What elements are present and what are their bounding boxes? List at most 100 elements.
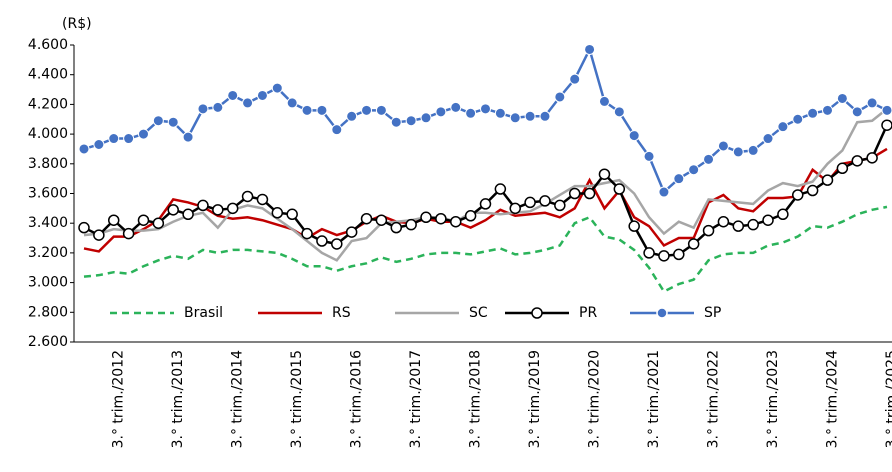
point <box>346 110 358 122</box>
point <box>598 168 611 180</box>
point <box>390 116 402 128</box>
point <box>569 73 581 85</box>
point <box>405 115 417 127</box>
point <box>242 97 254 109</box>
point <box>360 212 373 225</box>
point <box>851 155 863 167</box>
legend: Brasil RS SC PR SP <box>106 303 754 323</box>
x-tick-label: 3.° trim./2015 <box>289 350 305 448</box>
point <box>732 146 744 158</box>
point <box>182 131 194 143</box>
point <box>123 133 135 145</box>
x-tick-label: 3.° trim./2021 <box>646 350 662 448</box>
point <box>509 202 521 215</box>
point <box>687 238 700 250</box>
x-tick-label: 3.° trim./2012 <box>111 350 127 448</box>
point <box>122 227 135 240</box>
point <box>420 211 432 224</box>
point <box>747 144 759 156</box>
point <box>643 150 655 162</box>
point <box>806 184 819 197</box>
point <box>301 227 313 240</box>
point <box>554 91 566 103</box>
x-tick-label: 3.° trim./2016 <box>349 350 365 448</box>
series-line <box>83 46 888 195</box>
point <box>732 220 745 232</box>
point <box>658 186 670 198</box>
point <box>658 250 670 262</box>
point <box>197 199 209 212</box>
point <box>628 130 640 142</box>
y-tick-label: 4.600 <box>28 37 68 53</box>
point <box>405 218 417 231</box>
point <box>777 208 789 221</box>
point <box>93 138 105 150</box>
legend-label: SP <box>704 305 721 321</box>
series-line <box>83 205 888 294</box>
point <box>286 97 298 109</box>
point <box>390 221 403 234</box>
series <box>78 119 892 262</box>
y-tick-label: 4.200 <box>28 96 68 112</box>
point <box>152 115 164 127</box>
point <box>167 116 179 128</box>
point <box>331 124 343 136</box>
legend-label: Brasil <box>184 305 223 321</box>
point <box>152 217 165 229</box>
point <box>331 238 343 250</box>
y-tick-label: 3.200 <box>28 245 68 261</box>
point <box>301 104 313 116</box>
series-line <box>83 107 888 262</box>
point <box>226 202 239 215</box>
x-tick-label: 3.° trim./2019 <box>527 350 543 448</box>
point <box>464 210 477 222</box>
point <box>450 215 462 228</box>
point <box>286 208 298 221</box>
legend-label: PR <box>579 305 597 321</box>
point <box>717 215 730 228</box>
point <box>420 112 432 124</box>
point <box>821 174 834 186</box>
point <box>702 224 715 237</box>
legend-marker <box>656 307 668 319</box>
y-tick-label: 3.600 <box>28 186 68 202</box>
point <box>494 107 506 119</box>
y-tick-label: 2.800 <box>28 304 68 320</box>
point <box>807 107 819 119</box>
point <box>836 162 849 175</box>
point <box>271 82 283 94</box>
point <box>717 140 729 152</box>
point <box>524 196 536 209</box>
point <box>539 110 551 122</box>
point <box>167 204 179 216</box>
point <box>316 104 328 116</box>
point <box>107 214 120 226</box>
point <box>851 106 863 118</box>
y-tick-label: 4.400 <box>28 67 68 83</box>
y-tick-label: 3.000 <box>28 275 68 291</box>
point <box>583 187 596 200</box>
legend-label: SC <box>469 305 488 321</box>
point <box>375 104 387 116</box>
x-tick-label: 3.° trim./2022 <box>706 350 722 448</box>
y-tick-label: 4.000 <box>28 126 68 142</box>
point <box>78 221 90 234</box>
point <box>345 226 358 238</box>
point <box>613 183 626 195</box>
point <box>881 119 892 131</box>
series <box>78 43 892 198</box>
legend-label: RS <box>332 305 351 321</box>
point <box>227 89 239 101</box>
x-tick-label: 3.° trim./2023 <box>765 350 781 448</box>
y-axis-label: (R$) <box>62 16 92 32</box>
point <box>108 133 120 145</box>
point <box>479 103 491 115</box>
x-tick-label: 3.° trim./2025 <box>884 350 892 448</box>
point <box>271 207 284 219</box>
point <box>93 229 105 241</box>
point <box>241 190 254 203</box>
point <box>256 193 269 206</box>
x-tick-label: 3.° trim./2014 <box>230 350 246 448</box>
point <box>137 128 149 140</box>
